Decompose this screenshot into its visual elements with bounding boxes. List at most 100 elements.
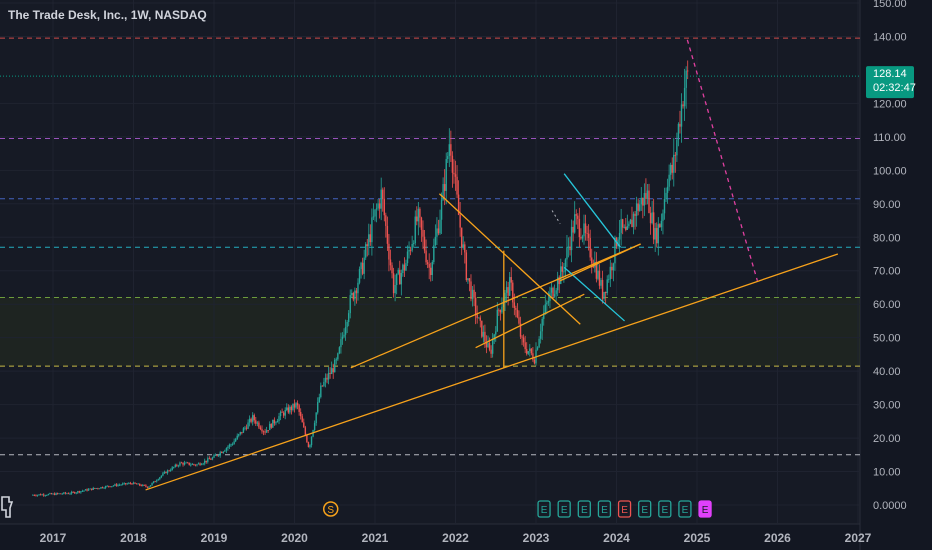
candle-body	[262, 431, 265, 433]
candle-body	[196, 464, 198, 466]
candle-body	[272, 419, 274, 428]
candle-body	[309, 445, 311, 448]
event-marker-earnings[interactable]	[658, 500, 672, 518]
x-tick-label: 2017	[40, 531, 67, 545]
candle-body	[456, 176, 458, 195]
event-marker-label: E	[581, 505, 588, 516]
event-marker-earnings[interactable]	[577, 500, 591, 518]
candle-body	[521, 336, 523, 338]
y-tick-label: 150.00	[873, 0, 907, 10]
event-marker-earnings[interactable]	[638, 500, 652, 518]
candle-body	[383, 198, 385, 216]
candle-body	[346, 321, 348, 328]
candle-body	[148, 486, 150, 488]
candle-body	[546, 302, 548, 305]
candle-body	[541, 318, 543, 332]
candle-body	[284, 410, 286, 416]
tradingview-logo-icon[interactable]	[0, 494, 14, 520]
candle-body	[569, 246, 571, 251]
candle-body	[145, 485, 147, 487]
candle-body	[109, 486, 111, 488]
event-marker-label: E	[702, 505, 709, 516]
candle-body	[135, 483, 138, 485]
candle-body	[56, 493, 59, 494]
projection-line	[686, 39, 758, 281]
event-marker-earnings[interactable]	[698, 500, 712, 518]
candle-body	[66, 493, 68, 495]
candle-body	[663, 198, 666, 214]
candle-body	[402, 264, 404, 274]
candle-body	[479, 317, 481, 321]
event-marker-split[interactable]	[322, 501, 339, 517]
candle-body	[83, 490, 85, 492]
candle-body	[86, 489, 88, 491]
event-marker-earnings[interactable]	[557, 500, 571, 518]
candle-body	[564, 259, 567, 272]
candle-body	[344, 327, 347, 335]
trend-line	[563, 266, 625, 322]
candle-body	[634, 213, 636, 216]
candle-body	[454, 174, 457, 177]
candle-body	[426, 262, 429, 265]
candle-body	[411, 243, 413, 251]
candle-body	[580, 237, 582, 239]
event-marker-earnings[interactable]	[617, 500, 632, 518]
candle-body	[496, 309, 498, 332]
candle-body	[38, 494, 40, 496]
candle-body	[91, 488, 93, 490]
candle-body	[631, 219, 633, 228]
candle-body	[95, 488, 98, 489]
candle-body	[111, 486, 113, 487]
candle-body	[476, 314, 478, 319]
candle-body	[530, 348, 533, 354]
x-tick-label: 2024	[603, 531, 630, 545]
zone-band	[0, 297, 860, 367]
candle-body	[665, 192, 667, 199]
candle-body	[296, 403, 299, 406]
candle-body	[394, 284, 396, 294]
candle-body	[239, 431, 242, 435]
event-marker-earnings[interactable]	[678, 500, 692, 518]
candle-body	[180, 462, 183, 464]
candle-body	[522, 337, 525, 343]
candle-body	[46, 495, 48, 496]
candle-body	[471, 289, 474, 300]
candle-body	[259, 427, 262, 430]
candle-body	[683, 87, 686, 107]
candle-body	[194, 464, 197, 466]
candle-body	[287, 407, 290, 413]
candle-body	[598, 270, 601, 286]
candle-body	[282, 412, 285, 416]
candle-body	[330, 368, 333, 375]
y-tick-label: 10.00	[873, 467, 901, 479]
candle-body	[460, 227, 463, 248]
candle-body	[292, 403, 294, 411]
candle-body	[606, 279, 608, 294]
candle-body	[275, 422, 277, 424]
candle-body	[191, 464, 194, 465]
candle-body	[434, 236, 437, 246]
x-tick-label: 2020	[281, 531, 308, 545]
candle-body	[301, 416, 303, 423]
candle-body	[72, 491, 74, 493]
candle-body	[299, 411, 302, 417]
candle-body	[112, 485, 115, 487]
candle-body	[234, 439, 237, 442]
event-marker-earnings[interactable]	[537, 500, 551, 518]
candle-body	[382, 189, 384, 199]
candle-body	[313, 423, 316, 431]
candle-body	[676, 139, 678, 156]
candle-body	[35, 495, 37, 497]
candle-body	[674, 154, 677, 156]
candle-body	[679, 123, 681, 127]
event-marker-earnings[interactable]	[597, 500, 612, 518]
candle-body	[210, 459, 212, 460]
candle-body	[543, 312, 545, 319]
candle-body	[149, 485, 152, 487]
y-tick-label: 120.00	[873, 98, 907, 110]
candle-body	[174, 464, 176, 467]
candle-body	[628, 223, 630, 227]
candle-body	[168, 470, 170, 472]
